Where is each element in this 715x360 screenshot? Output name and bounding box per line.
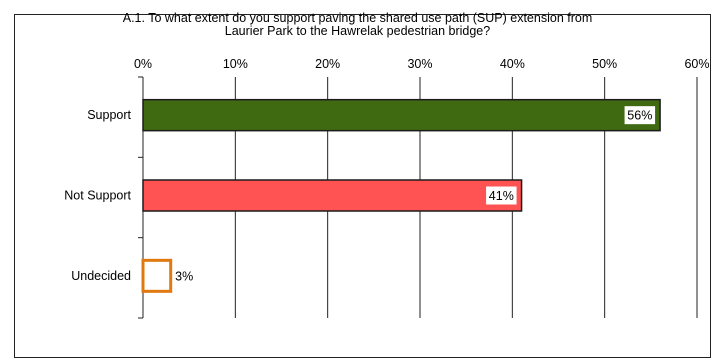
- category-labels: Support Not Support Undecided: [64, 108, 131, 283]
- x-tick-label: 20%: [315, 57, 340, 71]
- bar: [142, 98, 661, 132]
- x-tick-label: 0%: [134, 57, 152, 71]
- bar: [142, 179, 523, 212]
- x-tick-label: 50%: [592, 57, 617, 71]
- x-tick-label: 10%: [223, 57, 248, 71]
- category-label: Support: [87, 108, 131, 122]
- x-tick-label: 60%: [684, 57, 709, 71]
- category-label: Not Support: [64, 189, 131, 203]
- bars: [141, 98, 661, 293]
- category-label: Undecided: [71, 269, 131, 283]
- chart-title-line-2: Laurier Park to the Hawrelak pedestrian …: [224, 24, 491, 38]
- x-axis-tick-labels: 0% 10% 20% 30% 40% 50% 60%: [134, 57, 710, 71]
- data-label-box: [172, 266, 196, 285]
- x-tick-label: 40%: [500, 57, 525, 71]
- data-label-box: [624, 106, 656, 125]
- x-tick-label: 30%: [407, 57, 432, 71]
- chart-title-line-1: A.1. To what extent do you support pavin…: [122, 11, 593, 25]
- data-label: 3%: [175, 269, 193, 283]
- data-label-box: [486, 186, 517, 205]
- chart-title: A.1. To what extent do you support pavin…: [0, 12, 715, 38]
- bar: [141, 258, 173, 293]
- data-labels: 56% 41% 3%: [172, 106, 656, 285]
- data-label: 41%: [489, 189, 514, 203]
- data-label: 56%: [627, 109, 652, 123]
